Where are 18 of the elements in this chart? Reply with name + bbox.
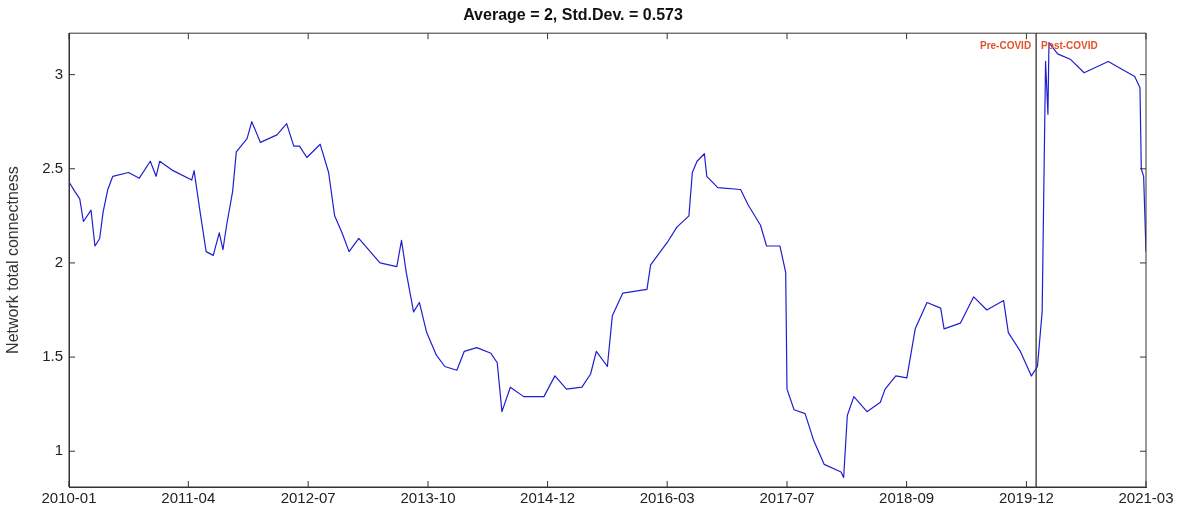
y-tick-label: 1.5 (42, 347, 63, 365)
x-tick-label: 2011-04 (161, 489, 216, 507)
x-tick-label: 2018-09 (879, 489, 935, 507)
x-tick-label: 2013-10 (400, 489, 456, 507)
x-tick-label: 2016-03 (639, 489, 695, 507)
x-tick-label: 2012-07 (280, 489, 336, 507)
x-tick-label: 2017-07 (759, 489, 815, 507)
chart-title: Average = 2, Std.Dev. = 0.573 (463, 6, 683, 24)
x-tick-label: 2019-12 (998, 489, 1054, 507)
y-axis-title: Network total connectness (4, 166, 22, 354)
x-tick-label: 2014-12 (520, 489, 576, 507)
annotation: Pre-COVID (980, 39, 1032, 51)
y-tick-label: 2 (54, 253, 63, 271)
x-tick-label: 2021-03 (1118, 489, 1174, 507)
x-tick-label: 2010-01 (41, 489, 97, 507)
y-tick-label: 3 (54, 64, 63, 82)
y-tick-label: 2.5 (42, 158, 63, 176)
y-tick-label: 1 (54, 441, 63, 459)
